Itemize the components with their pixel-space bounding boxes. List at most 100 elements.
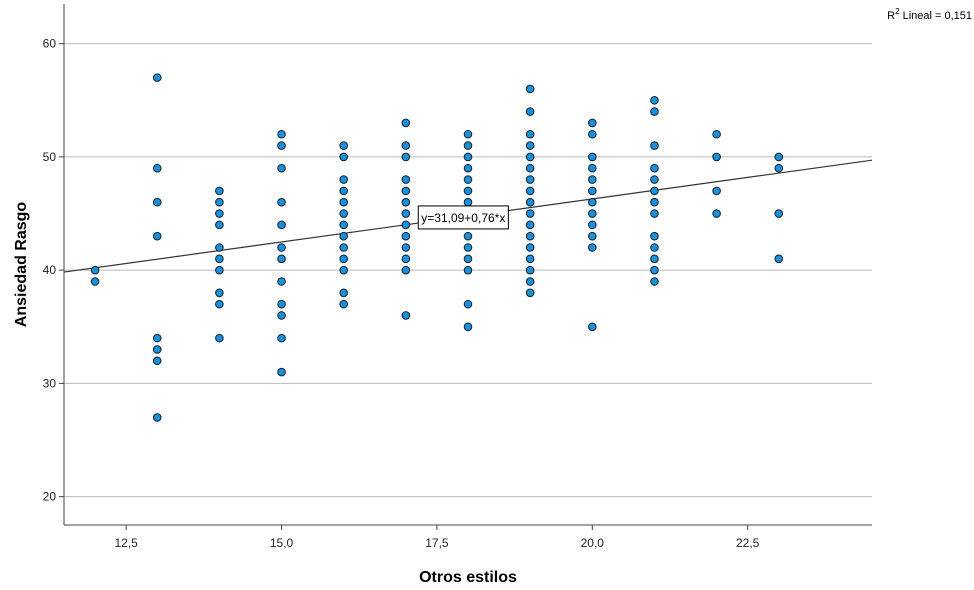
data-point [463, 163, 473, 173]
r2-label-prefix: R [887, 10, 895, 22]
data-point [152, 356, 162, 366]
data-point [277, 277, 286, 286]
data-point [463, 299, 473, 309]
data-point [774, 209, 784, 218]
data-point [463, 322, 473, 332]
data-point [215, 197, 224, 207]
data-point [339, 209, 348, 218]
data-point [525, 277, 535, 286]
data-point [401, 118, 411, 128]
data-point [463, 141, 473, 150]
data-point [588, 220, 597, 230]
equation-box [417, 205, 509, 230]
data-point [588, 129, 597, 139]
data-points [90, 73, 784, 422]
data-point [774, 254, 784, 264]
data-point [215, 288, 224, 298]
data-point [339, 254, 348, 264]
data-point [277, 220, 286, 230]
data-point [525, 186, 535, 196]
data-point [774, 163, 784, 173]
data-point [463, 186, 473, 196]
data-point [712, 152, 721, 162]
data-point [339, 243, 348, 252]
data-point [525, 254, 535, 264]
x-tick-label: 12,5 [114, 536, 138, 550]
data-point [525, 107, 535, 116]
data-point [401, 209, 411, 218]
data-point [277, 367, 286, 377]
data-point [525, 243, 535, 252]
data-point [588, 209, 597, 218]
data-point [401, 231, 411, 241]
data-point [401, 243, 411, 252]
data-point [650, 107, 659, 116]
data-point [650, 95, 659, 105]
y-tick-label: 50 [43, 150, 57, 164]
data-point [152, 73, 162, 82]
data-point [525, 163, 535, 173]
data-point [650, 243, 659, 252]
data-point [277, 333, 286, 343]
x-tick-label: 22,5 [736, 536, 760, 550]
data-point [277, 311, 286, 320]
data-point [650, 209, 659, 218]
data-point [525, 152, 535, 162]
data-point [588, 186, 597, 196]
data-point [152, 333, 162, 343]
x-axis-title: Otros estilos [419, 569, 517, 586]
y-tick-label: 60 [43, 37, 57, 51]
data-point [277, 197, 286, 207]
data-point [339, 197, 348, 207]
r2-label-superscript: 2 [895, 7, 900, 16]
data-point [215, 333, 224, 343]
data-point [152, 163, 162, 173]
data-point [650, 197, 659, 207]
data-point [712, 129, 721, 139]
data-point [650, 175, 659, 184]
data-point [525, 141, 535, 150]
data-point [774, 152, 784, 162]
axes [63, 4, 872, 526]
equation-label: y=31,09+0,76*x [417, 205, 509, 230]
r2-label-value: Lineal = 0,151 [900, 10, 972, 22]
data-point [152, 345, 162, 354]
data-point [215, 243, 224, 252]
data-point [215, 209, 224, 218]
data-point [588, 243, 597, 252]
data-point [463, 265, 473, 275]
data-point [339, 299, 348, 309]
data-point [588, 163, 597, 173]
data-point [525, 231, 535, 241]
data-point [525, 209, 535, 218]
tick-labels: 20 30 40 50 60 12,5 15,0 17,5 20,0 22,5 [43, 37, 760, 550]
data-point [401, 220, 411, 230]
data-point [401, 152, 411, 162]
data-point [339, 141, 348, 150]
data-point [339, 175, 348, 184]
data-point [588, 175, 597, 184]
data-point [463, 254, 473, 264]
equation-text: y=31,09+0,76*x [421, 211, 505, 225]
data-point [215, 254, 224, 264]
data-point [401, 197, 411, 207]
data-point [650, 277, 659, 286]
data-point [90, 265, 100, 275]
data-point [650, 186, 659, 196]
data-point [650, 141, 659, 150]
data-point [339, 220, 348, 230]
data-point [152, 197, 162, 207]
data-point [463, 197, 473, 207]
data-point [525, 220, 535, 230]
data-point [463, 129, 473, 139]
data-point [712, 186, 721, 196]
data-point [215, 299, 224, 309]
data-point [339, 265, 348, 275]
data-point [588, 231, 597, 241]
y-axis-title: Ansiedad Rasgo [13, 202, 30, 328]
data-point [215, 265, 224, 275]
data-point [463, 231, 473, 241]
data-point [525, 175, 535, 184]
y-tick-label: 20 [43, 490, 57, 504]
